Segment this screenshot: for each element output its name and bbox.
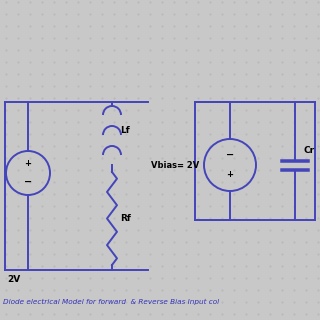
Text: +: +: [25, 158, 31, 167]
Text: Vbias= 2V: Vbias= 2V: [151, 161, 199, 170]
Text: Diode electrical Model for forward  & Reverse Bias Input col: Diode electrical Model for forward & Rev…: [3, 299, 219, 305]
Text: −: −: [24, 177, 32, 187]
Text: +: +: [227, 170, 234, 179]
Text: Rf: Rf: [120, 214, 131, 223]
Text: −: −: [226, 150, 234, 160]
Text: Lf: Lf: [120, 125, 130, 134]
Text: 2V: 2V: [7, 276, 20, 284]
Text: Cr: Cr: [303, 146, 314, 155]
